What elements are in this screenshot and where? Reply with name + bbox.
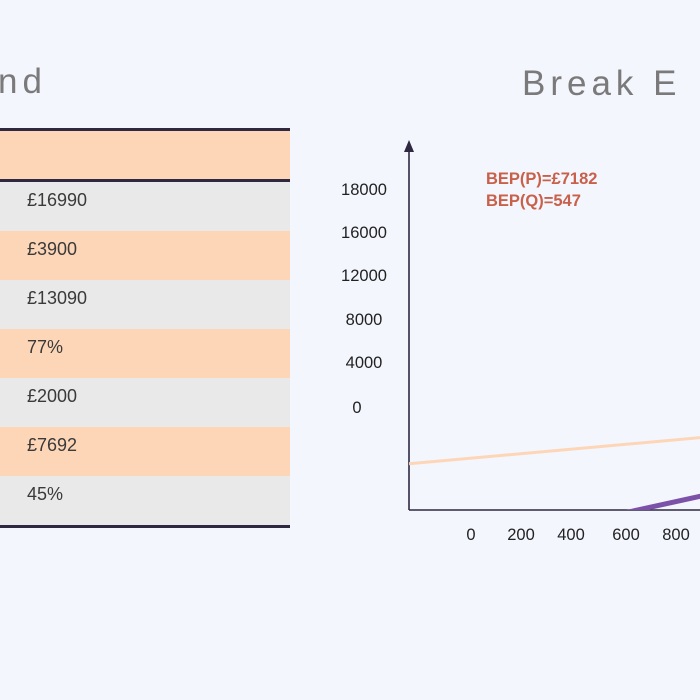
x-tick-label: 200 [507,526,535,544]
table-title: nd [0,62,47,101]
table-cell: £16990 [27,190,88,210]
summary-table: £16990 £3900 £13090 77% £2000 £7692 45% [0,128,290,528]
table-cell: 45% [27,484,64,504]
table-row: 77% [0,329,290,378]
y-tick-label: 16000 [341,224,387,242]
table-cell: £3900 [27,239,78,259]
table-cell: £13090 [27,288,88,308]
bep-price-annotation: BEP(P)=£7182 [486,170,597,188]
chart-title: Break E [522,64,682,103]
y-tick-label: 18000 [341,181,387,199]
table-header [0,131,290,182]
y-tick-label: 8000 [346,311,383,329]
table-row: £16990 [0,182,290,231]
table-cell: 77% [27,337,64,357]
table-row: £7692 [0,427,290,476]
table-row: £13090 [0,280,290,329]
bep-quantity-annotation: BEP(Q)=547 [486,192,581,210]
series-layer [409,436,700,510]
x-tick-label: 400 [557,526,585,544]
y-tick-label: 4000 [346,354,383,372]
x-tick-label: 600 [612,526,640,544]
table-cell: £7692 [27,435,78,455]
table-cell: £2000 [27,386,78,406]
table-body: £16990 £3900 £13090 77% £2000 £7692 45% [0,182,290,525]
table-row: 45% [0,476,290,525]
x-tick-label: 0 [466,526,475,544]
x-tick-label: 800 [662,526,690,544]
y-tick-label: 12000 [341,267,387,285]
table-row: £2000 [0,378,290,427]
series-line [409,436,700,466]
table-row: £3900 [0,231,290,280]
y-axis-arrow-icon [404,140,414,152]
y-tick-label: 0 [352,399,361,417]
